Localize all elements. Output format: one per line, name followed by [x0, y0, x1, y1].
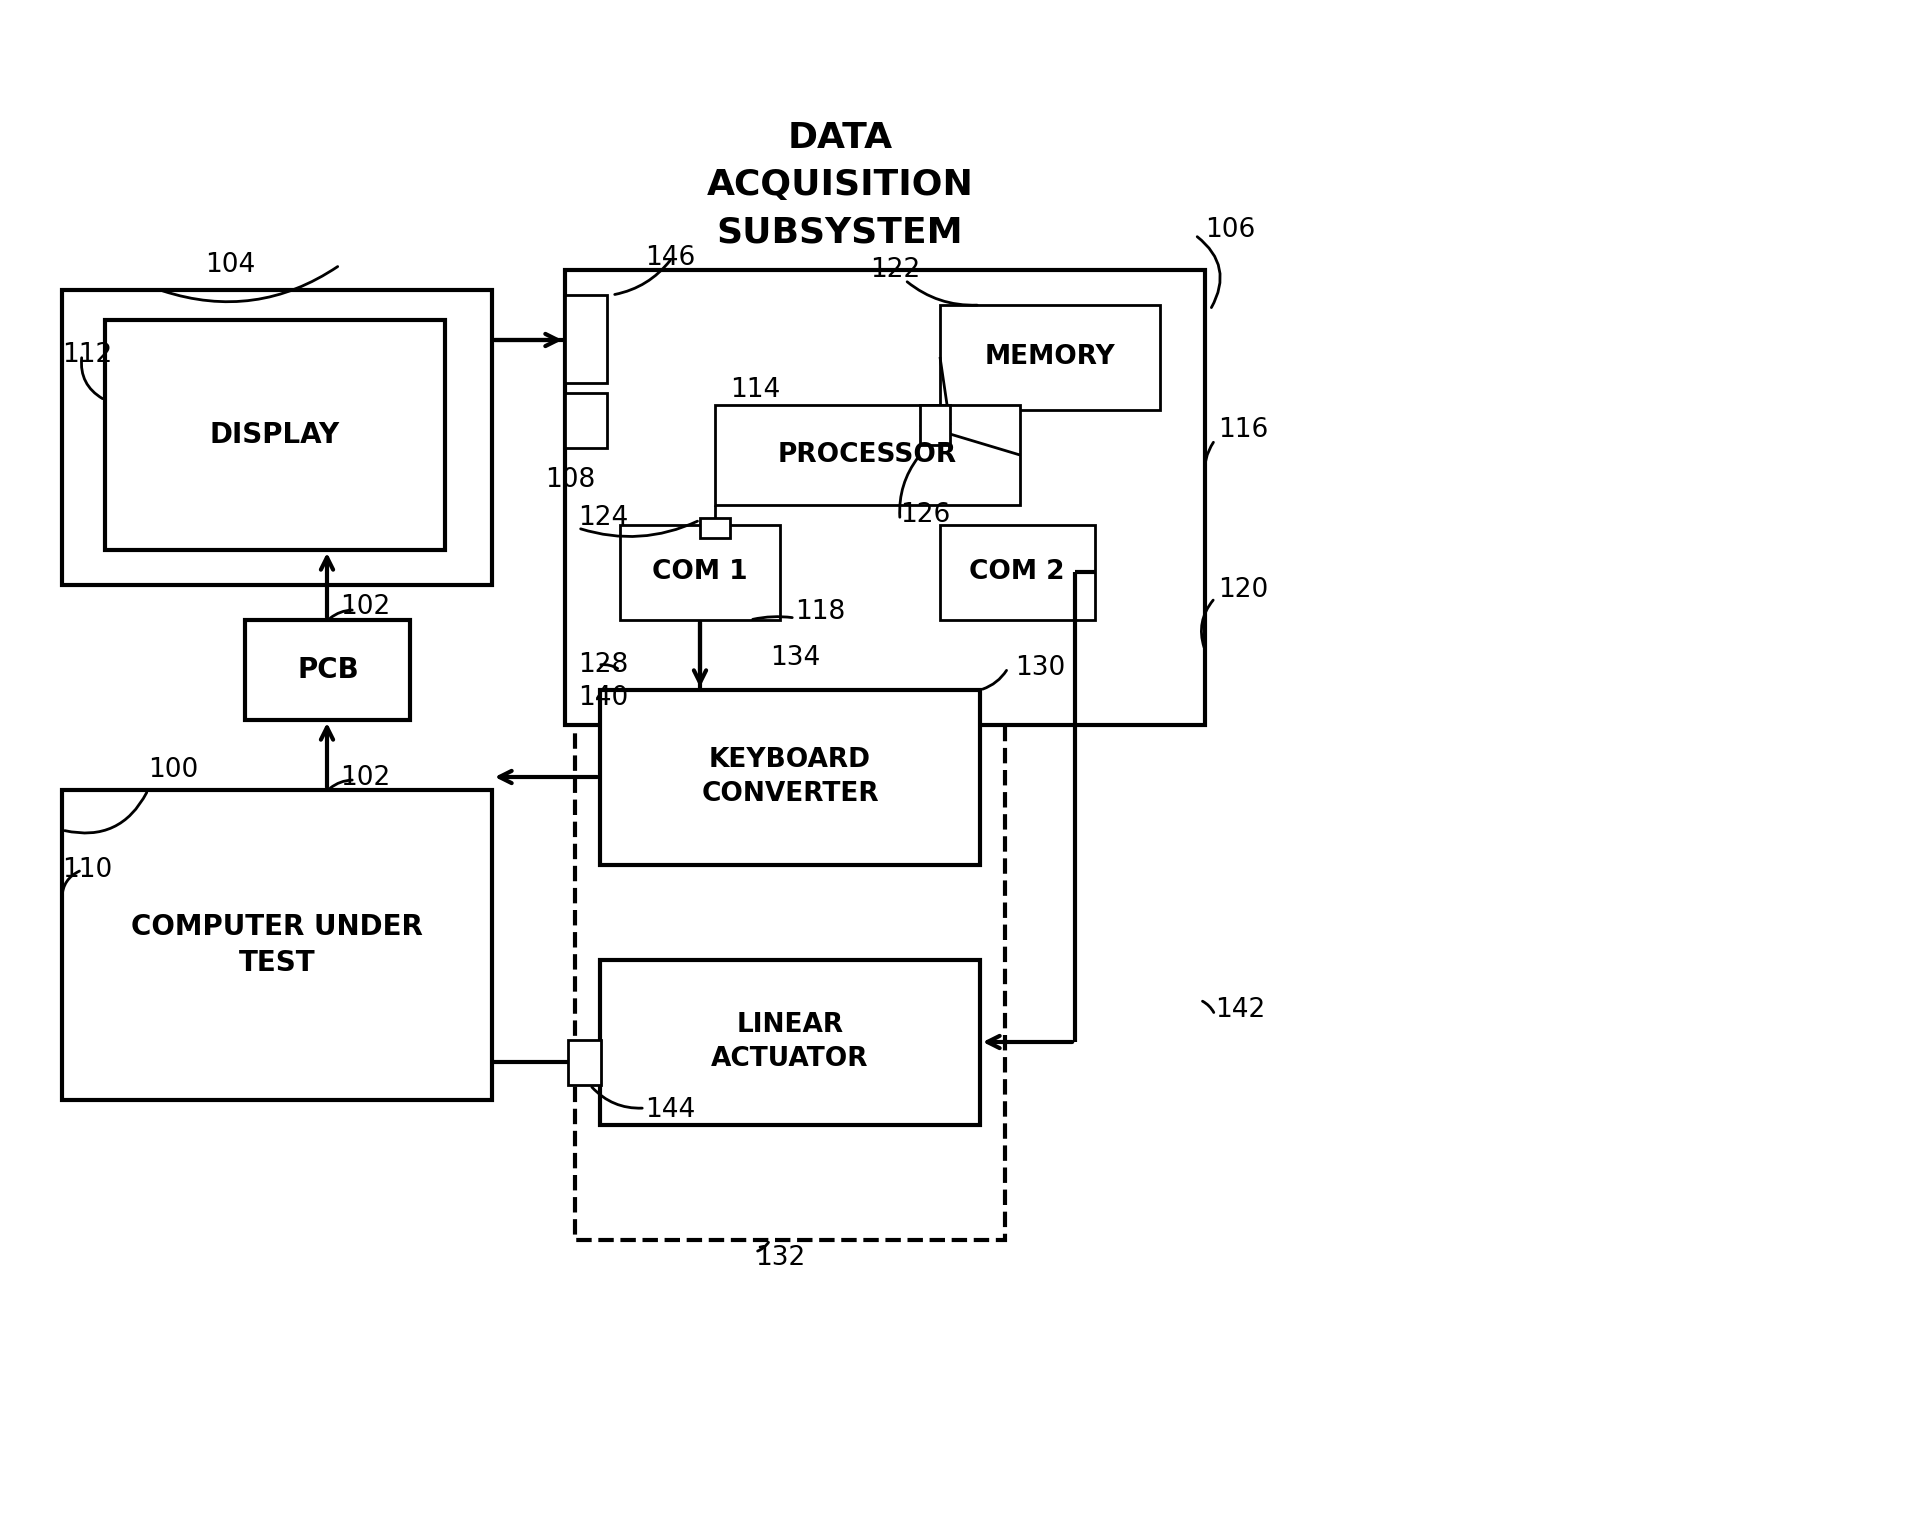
- Text: 102: 102: [340, 765, 390, 791]
- Bar: [565, 392, 606, 448]
- Text: 144: 144: [644, 1097, 694, 1123]
- Text: 116: 116: [1217, 417, 1267, 442]
- Text: 120: 120: [1217, 577, 1267, 603]
- Bar: [700, 518, 729, 538]
- Text: 124: 124: [577, 504, 629, 530]
- Text: 128: 128: [577, 651, 629, 679]
- Bar: [62, 289, 492, 585]
- Bar: [715, 405, 1019, 504]
- Text: PCB: PCB: [296, 656, 360, 683]
- Bar: [600, 689, 979, 865]
- Text: 108: 108: [544, 467, 594, 492]
- Text: DISPLAY: DISPLAY: [210, 421, 340, 448]
- Bar: [565, 295, 606, 383]
- Text: 114: 114: [729, 377, 781, 403]
- Bar: [919, 405, 950, 445]
- Text: 102: 102: [340, 594, 390, 620]
- Bar: [619, 526, 779, 620]
- Text: 100: 100: [148, 758, 198, 783]
- Text: 146: 146: [644, 245, 694, 271]
- Text: 122: 122: [869, 258, 919, 283]
- Text: 118: 118: [794, 598, 844, 626]
- Text: PROCESSOR: PROCESSOR: [777, 442, 956, 468]
- Text: 130: 130: [1015, 654, 1065, 682]
- Text: COM 2: COM 2: [969, 559, 1063, 585]
- Bar: [244, 620, 410, 720]
- Bar: [565, 270, 1204, 726]
- Text: DATA
ACQUISITION
SUBSYSTEM: DATA ACQUISITION SUBSYSTEM: [706, 121, 973, 250]
- Bar: [940, 305, 1160, 411]
- Bar: [106, 320, 444, 550]
- Text: 106: 106: [1204, 217, 1254, 242]
- Text: 112: 112: [62, 342, 112, 368]
- Text: 110: 110: [62, 857, 112, 883]
- Text: LINEAR
ACTUATOR: LINEAR ACTUATOR: [712, 1012, 869, 1073]
- Text: 140: 140: [577, 685, 629, 711]
- Text: 142: 142: [1213, 997, 1265, 1023]
- Text: COM 1: COM 1: [652, 559, 748, 585]
- Bar: [575, 670, 1004, 1239]
- Text: COMPUTER UNDER
TEST: COMPUTER UNDER TEST: [131, 912, 423, 977]
- Bar: [940, 526, 1094, 620]
- Bar: [600, 961, 979, 1126]
- Text: 126: 126: [900, 501, 950, 529]
- Bar: [567, 1039, 600, 1085]
- Text: 134: 134: [769, 645, 819, 671]
- Text: 104: 104: [206, 251, 256, 277]
- Text: MEMORY: MEMORY: [985, 344, 1115, 370]
- Text: KEYBOARD
CONVERTER: KEYBOARD CONVERTER: [700, 747, 879, 807]
- Text: 132: 132: [754, 1245, 806, 1271]
- Bar: [62, 789, 492, 1100]
